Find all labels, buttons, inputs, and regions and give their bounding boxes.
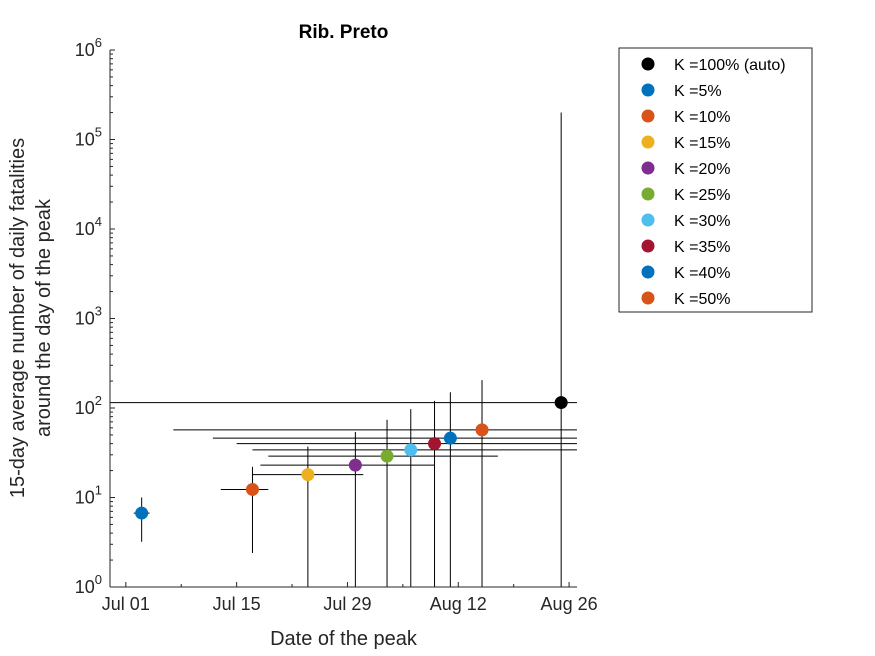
legend-marker bbox=[641, 213, 655, 227]
y-tick-exponent: 1 bbox=[95, 483, 102, 498]
data-points bbox=[135, 396, 568, 520]
y-tick-label: 106 bbox=[75, 35, 102, 60]
legend-label: K =30% bbox=[674, 213, 730, 230]
legend-label: K =25% bbox=[674, 187, 730, 204]
legend-label: K =40% bbox=[674, 265, 730, 282]
legend-marker bbox=[641, 57, 655, 71]
y-axis-label-line-1: 15-day average number of daily fatalitie… bbox=[7, 138, 29, 498]
y-tick-base: 10 bbox=[75, 40, 95, 60]
legend-label: K =35% bbox=[674, 239, 730, 256]
data-point-9 bbox=[475, 423, 489, 437]
legend-label: K =10% bbox=[674, 109, 730, 126]
data-point-8 bbox=[443, 431, 457, 445]
y-tick-base: 10 bbox=[75, 577, 95, 597]
y-tick-exponent: 5 bbox=[95, 125, 102, 140]
y-tick-base: 10 bbox=[75, 309, 95, 329]
y-tick-base: 10 bbox=[75, 488, 95, 508]
y-tick-base: 10 bbox=[75, 219, 95, 239]
y-tick-label: 102 bbox=[75, 393, 102, 418]
legend: K =100% (auto) K =5% K =10% K =15% K =20% K =… bbox=[618, 47, 813, 313]
data-point-1 bbox=[135, 506, 149, 520]
data-point-7 bbox=[428, 437, 442, 451]
legend-marker bbox=[641, 135, 655, 149]
y-tick-label: 103 bbox=[75, 304, 102, 329]
y-tick-exponent: 3 bbox=[95, 304, 102, 319]
y-tick-base: 10 bbox=[75, 398, 95, 418]
x-tick-label: Aug 26 bbox=[541, 594, 598, 614]
data-point-5 bbox=[380, 449, 394, 463]
legend-label: K =100% (auto) bbox=[674, 57, 786, 74]
x-tick-label: Jul 29 bbox=[323, 594, 371, 614]
legend-marker bbox=[641, 83, 655, 97]
y-tick-exponent: 0 bbox=[95, 572, 102, 587]
data-point-6 bbox=[404, 443, 418, 457]
legend-marker bbox=[641, 265, 655, 279]
y-tick-exponent: 6 bbox=[95, 35, 102, 50]
legend-marker bbox=[641, 239, 655, 253]
x-tick-label: Jul 15 bbox=[213, 594, 261, 614]
legend-label: K =15% bbox=[674, 135, 730, 152]
chart-title: Rib. Preto bbox=[299, 22, 389, 43]
legend-marker bbox=[641, 109, 655, 123]
data-point-3 bbox=[301, 468, 315, 482]
legend-marker bbox=[641, 187, 655, 201]
data-point-0 bbox=[554, 396, 568, 410]
y-tick-label: 104 bbox=[75, 214, 102, 239]
y-tick-label: 101 bbox=[75, 483, 102, 508]
x-tick-label: Jul 01 bbox=[102, 594, 150, 614]
legend-label: K =5% bbox=[674, 83, 722, 100]
legend-label: K =50% bbox=[674, 291, 730, 308]
legend-marker bbox=[641, 291, 655, 305]
data-point-2 bbox=[245, 482, 259, 496]
y-tick-base: 10 bbox=[75, 130, 95, 150]
y-tick-exponent: 4 bbox=[95, 214, 102, 229]
x-axis-label: Date of the peak bbox=[270, 628, 418, 650]
y-tick-label: 105 bbox=[75, 125, 102, 150]
y-tick-exponent: 2 bbox=[95, 393, 102, 408]
y-tick-label: 100 bbox=[75, 572, 102, 597]
y-axis-label-line-2: around the day of the peak bbox=[33, 198, 55, 437]
error-bars bbox=[110, 112, 577, 587]
x-tick-label: Aug 12 bbox=[430, 594, 487, 614]
legend-marker bbox=[641, 161, 655, 175]
legend-label: K =20% bbox=[674, 161, 730, 178]
data-point-4 bbox=[348, 458, 362, 472]
